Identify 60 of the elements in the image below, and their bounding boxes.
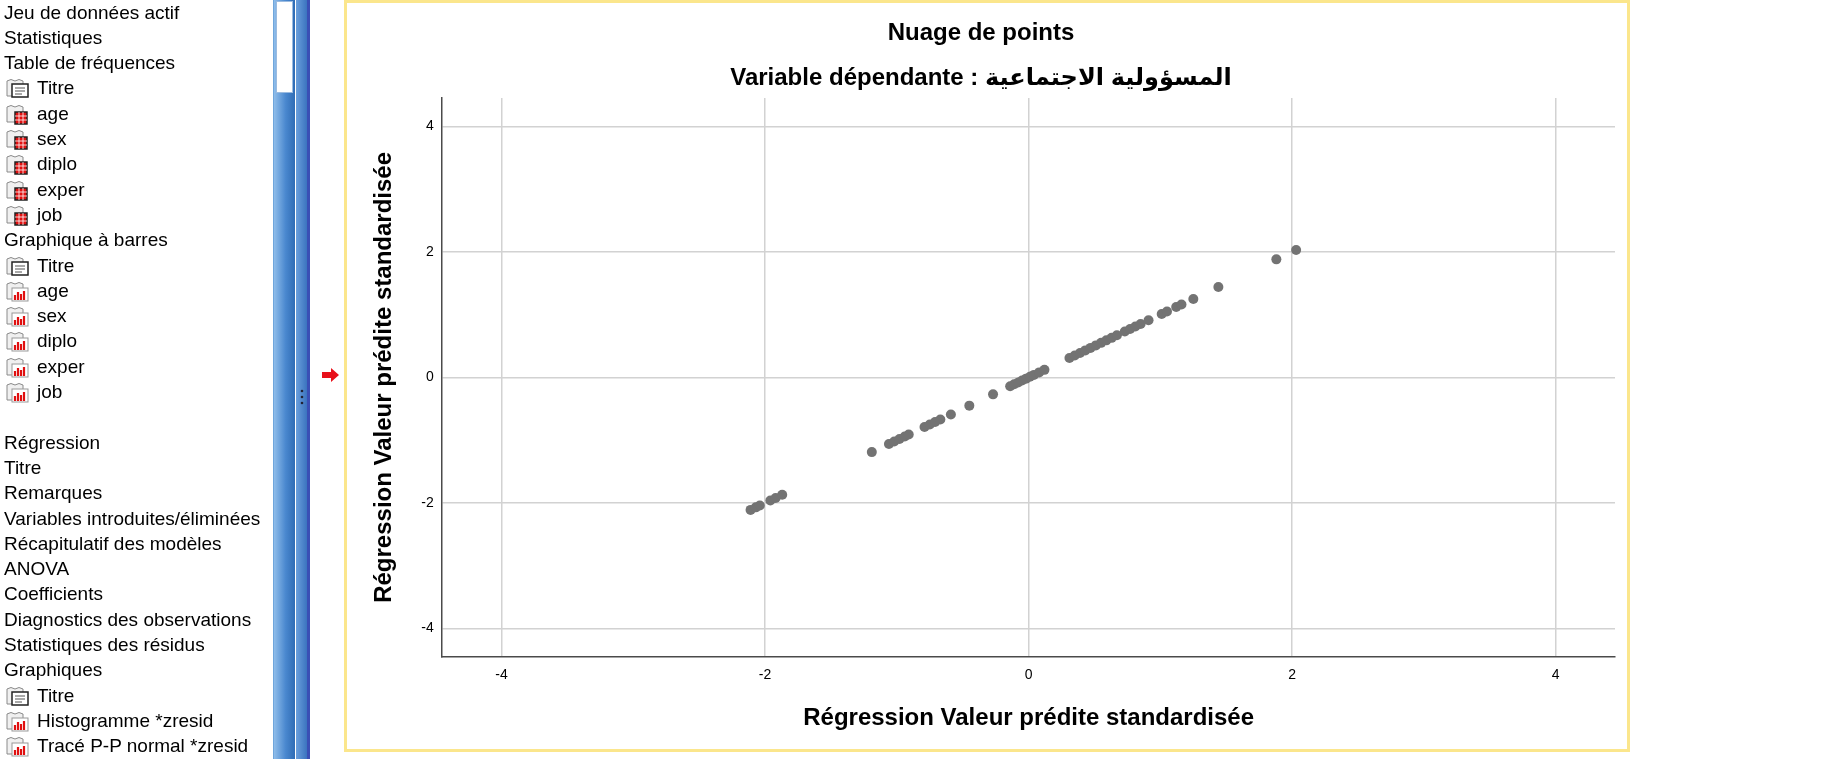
- y-tick-label: -4: [421, 619, 434, 636]
- y-axis-title: Régression Valeur prédite standardisée: [368, 151, 396, 603]
- text: Récapitulatif des modèles: [4, 532, 222, 555]
- text: Titre: [4, 456, 42, 479]
- text: sex: [37, 128, 67, 150]
- text: Remarques: [4, 482, 103, 505]
- point: [777, 489, 788, 500]
- text: exper: [37, 355, 85, 378]
- x-tick-label: -2: [758, 665, 772, 682]
- text: sex: [37, 305, 67, 328]
- text: Coefficients: [4, 583, 103, 606]
- text: age: [37, 102, 69, 125]
- point: [945, 409, 956, 420]
- chart-title: Nuage de points: [887, 17, 1075, 45]
- point: [1176, 299, 1187, 310]
- point: [1213, 281, 1224, 292]
- text: diplo: [37, 330, 78, 353]
- point: [1039, 364, 1050, 375]
- point: [1135, 319, 1146, 330]
- point: [964, 400, 975, 411]
- text: Titre: [37, 254, 75, 277]
- y-tick-label: 2: [425, 242, 434, 259]
- point: [903, 429, 914, 440]
- text: Statistiques des résidus: [4, 634, 205, 656]
- text: job: [37, 381, 63, 403]
- chart-subtitle: Variable dépendante : المسؤولية الاجتماعية: [730, 62, 1232, 91]
- point: [988, 389, 999, 400]
- point: [1143, 315, 1154, 326]
- point: [1161, 306, 1172, 317]
- text: Graphiques: [4, 659, 103, 682]
- text: exper: [37, 178, 85, 201]
- text: Statistiques: [4, 26, 103, 49]
- text: Titre: [37, 77, 75, 100]
- point: [1291, 244, 1302, 255]
- x-tick-label: -4: [495, 665, 508, 682]
- x-tick-label: 2: [1288, 665, 1297, 682]
- text: Régression: [4, 431, 101, 454]
- y-tick-label: 4: [425, 117, 434, 134]
- text: job: [37, 203, 63, 226]
- text: Graphique à barres: [4, 229, 168, 252]
- x-tick-label: 0: [1024, 665, 1033, 682]
- x-tick-label: 4: [1551, 665, 1560, 682]
- text: Tracé P-P normal *zresid: [37, 735, 249, 758]
- point: [1271, 254, 1282, 265]
- text: Histogramme *zresid: [37, 709, 214, 732]
- text: age: [37, 279, 69, 302]
- text: Jeu de données actif: [4, 1, 180, 24]
- text: Diagnostics des observations: [4, 608, 252, 631]
- point: [866, 447, 877, 458]
- text: ANOVA: [4, 558, 70, 581]
- point: [1111, 330, 1122, 341]
- y-tick-label: -2: [421, 493, 434, 510]
- point: [1188, 293, 1199, 304]
- text: Table de fréquences: [4, 52, 176, 75]
- x-axis-title: Régression Valeur prédite standardisée: [803, 702, 1255, 730]
- text: diplo: [37, 153, 78, 176]
- text: Variables introduites/éliminées: [4, 507, 261, 530]
- y-tick-label: 0: [425, 368, 434, 385]
- text: Titre: [37, 684, 75, 707]
- point: [935, 414, 946, 425]
